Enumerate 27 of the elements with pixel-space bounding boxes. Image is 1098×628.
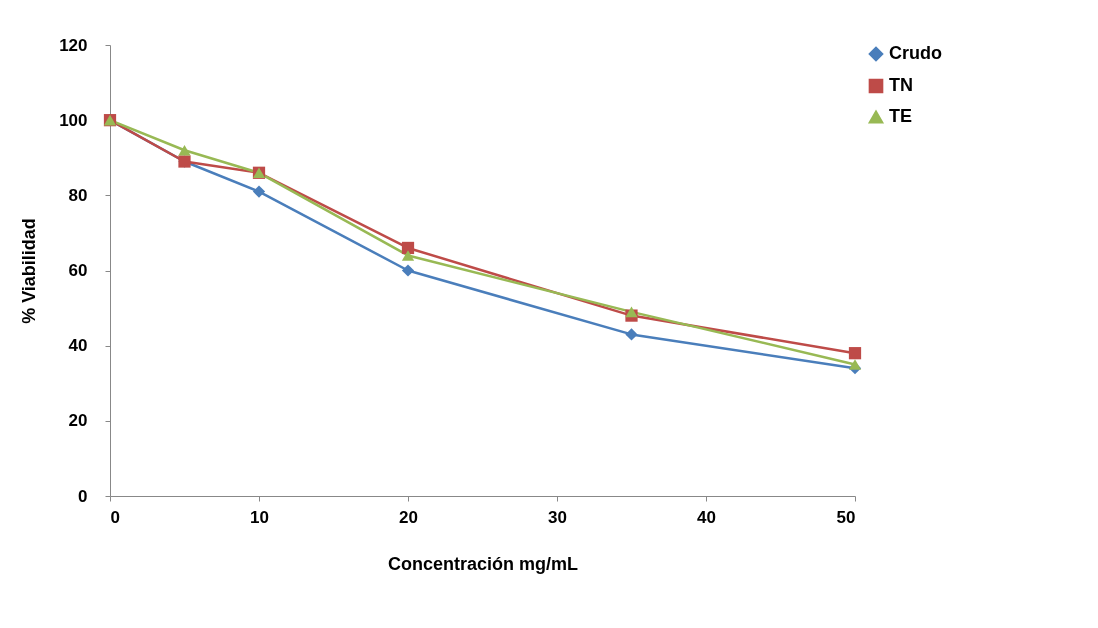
y-tick-label: 60 <box>68 261 88 280</box>
y-tick-label: 80 <box>68 185 88 205</box>
y-tick-label: 120 <box>59 35 88 55</box>
x-axis-title: Concentración mg/mL <box>387 553 579 574</box>
point <box>401 264 415 277</box>
point <box>401 241 415 255</box>
legend-label: TE <box>889 106 913 126</box>
x-tick-label: 40 <box>697 507 716 527</box>
y-tick-label: 0 <box>78 486 88 506</box>
y-tick-label: 100 <box>59 110 88 130</box>
y-tick-label: 20 <box>68 411 88 431</box>
point <box>625 306 638 318</box>
point <box>178 144 191 156</box>
y-axis-title: % Viabilidad <box>19 218 40 324</box>
x-tick-label: 30 <box>548 507 567 527</box>
x-tick-label: 50 <box>836 507 856 527</box>
y-tick-label: 40 <box>68 336 88 356</box>
point <box>848 347 862 360</box>
point <box>252 185 266 198</box>
x-tick-label: 0 <box>110 507 120 527</box>
legend-label: Crudo <box>889 43 942 63</box>
x-tick-label: 20 <box>399 507 418 527</box>
point <box>625 328 638 341</box>
legend-label: TN <box>889 75 913 95</box>
point <box>848 359 862 370</box>
x-tick-label: 10 <box>250 507 269 527</box>
point <box>401 250 415 261</box>
